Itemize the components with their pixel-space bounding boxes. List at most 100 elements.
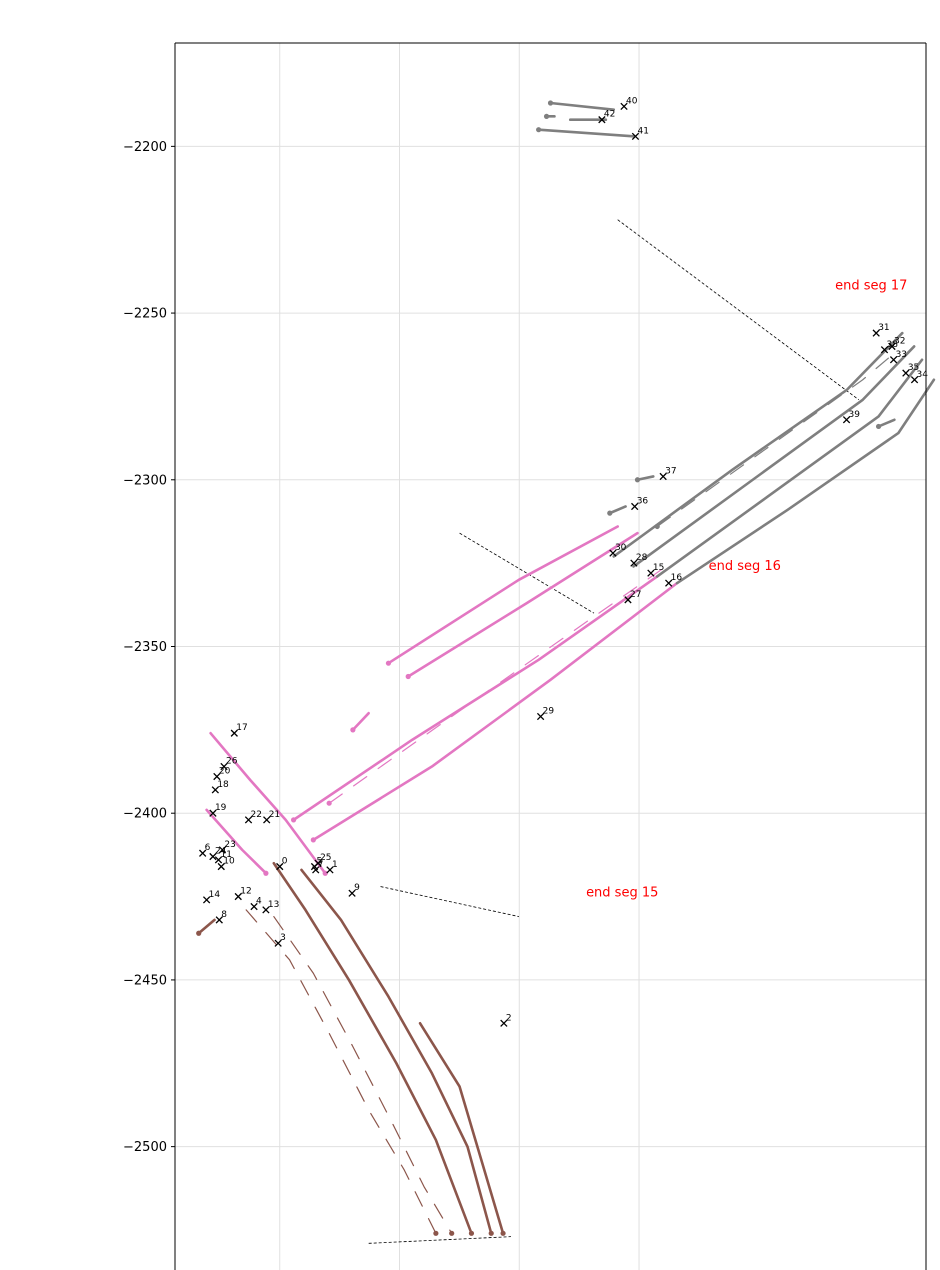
brown-dashed-series-line [245, 909, 437, 1234]
point-marker-label: 14 [209, 890, 221, 900]
marker-cross-stroke [234, 892, 242, 901]
pink-solid-series-line [351, 711, 370, 732]
series-start-dot [385, 660, 392, 666]
point-marker: 32 [888, 336, 905, 351]
gray-solid-series-line [877, 418, 896, 428]
point-marker-label: 28 [636, 553, 648, 563]
segment-boundary-line [380, 886, 519, 917]
point-marker-label: 4 [256, 897, 262, 907]
point-marker: 25 [314, 853, 332, 867]
point-marker-label: 21 [269, 810, 280, 820]
point-marker: 23 [218, 840, 236, 854]
series-end-dot [468, 1230, 475, 1236]
gray-solid-series-line [632, 345, 916, 568]
marker-cross-stroke [312, 866, 320, 874]
pink-solid-series-line [406, 531, 639, 678]
y-tick-label: −2400 [123, 807, 167, 822]
marker-cross-stroke [665, 579, 673, 587]
point-marker: 9 [348, 883, 360, 897]
point-marker: 38 [880, 340, 898, 354]
brown-solid-series-line [300, 868, 493, 1235]
point-marker: 41 [631, 126, 649, 141]
point-marker: 35 [902, 363, 919, 377]
series-start-dot [634, 477, 641, 483]
point-marker-label: 35 [908, 363, 919, 373]
point-marker: 10 [217, 857, 235, 871]
y-tick-label: −2250 [123, 307, 167, 322]
point-marker-label: 31 [878, 323, 889, 333]
series-start-dot [536, 127, 542, 133]
series-start-dot [654, 523, 660, 530]
marker-cross-stroke [209, 852, 217, 861]
point-marker: 40 [620, 96, 638, 111]
point-marker-label: 38 [886, 340, 898, 350]
point-marker-label: 11 [220, 850, 231, 860]
grid [175, 43, 926, 1270]
point-marker: 20 [213, 767, 231, 781]
point-marker-label: 13 [268, 900, 279, 910]
point-marker: 28 [630, 553, 648, 567]
marker-cross-stroke [880, 346, 889, 354]
point-marker: 3 [274, 933, 286, 947]
segment-boundary-line [368, 1236, 511, 1244]
brown-solid-series-line [197, 918, 216, 935]
pink-solid-series-line [312, 581, 679, 842]
point-marker-label: 42 [604, 110, 615, 120]
point-marker: 1 [326, 860, 338, 874]
y-tick-label: −2500 [123, 1140, 167, 1155]
point-marker-label: 8 [221, 910, 227, 920]
marker-cross-stroke [598, 116, 606, 124]
marker-cross-stroke [244, 816, 253, 824]
point-marker: 17 [230, 723, 248, 737]
point-marker-label: 24 [215, 847, 227, 857]
marker-cross-stroke [536, 712, 545, 721]
marker-cross-stroke [348, 889, 356, 897]
point-marker: 33 [889, 350, 907, 364]
series-start-dot [405, 673, 411, 680]
marker-cross-stroke [624, 596, 632, 604]
marker-cross-stroke [250, 902, 258, 911]
axes: −2200 −2250 −2300 −2350 −2400 −2450 −2500 [123, 42, 927, 1270]
segment-end-annotation: end seg 15 [586, 886, 658, 901]
marker-cross-stroke [274, 939, 282, 947]
series-start-dot [350, 727, 356, 733]
pink-solid-series-line [387, 525, 619, 665]
point-marker: 30 [609, 543, 627, 557]
data-series [196, 100, 936, 1236]
point-marker: 18 [211, 780, 229, 794]
marker-cross-stroke [326, 866, 334, 874]
marker-cross-stroke [902, 369, 910, 377]
series-start-dot [290, 817, 297, 823]
segment-annotations: end seg 17 end seg 16 end seg 15 [586, 279, 907, 901]
marker-cross-stroke [220, 762, 228, 771]
point-marker: 22 [244, 810, 262, 824]
point-marker: 21 [263, 810, 280, 824]
gray-solid-series-line [636, 475, 655, 482]
pink-solid-series-line [292, 575, 659, 822]
point-marker-label: 15 [653, 563, 664, 573]
point-marker: 4 [250, 897, 262, 911]
marker-cross-stroke [230, 729, 238, 737]
series-start-dot [875, 423, 882, 430]
point-marker-label: 6 [205, 843, 211, 853]
gray-solid-series-line [612, 331, 904, 558]
series-end-dot [263, 870, 269, 876]
y-tick-label: −2450 [123, 973, 167, 988]
gray-solid-series-line [549, 101, 616, 111]
gray-solid-series-line [675, 378, 936, 585]
point-marker: 6 [199, 843, 211, 857]
point-marker: 12 [234, 887, 252, 901]
point-marker-label: 27 [630, 590, 641, 600]
pink-dashed-series-line [328, 569, 662, 804]
marker-cross-stroke [888, 342, 896, 351]
point-marker: 2 [500, 1013, 512, 1027]
point-marker-label: 32 [894, 336, 905, 346]
series-end-dot [449, 1230, 455, 1236]
marker-cross-stroke [215, 916, 223, 924]
point-marker-label: 39 [849, 410, 861, 420]
point-marker: 34 [910, 370, 928, 384]
series-start-dot [547, 100, 554, 106]
point-marker-label: 17 [236, 723, 247, 733]
point-marker: 15 [647, 563, 664, 577]
